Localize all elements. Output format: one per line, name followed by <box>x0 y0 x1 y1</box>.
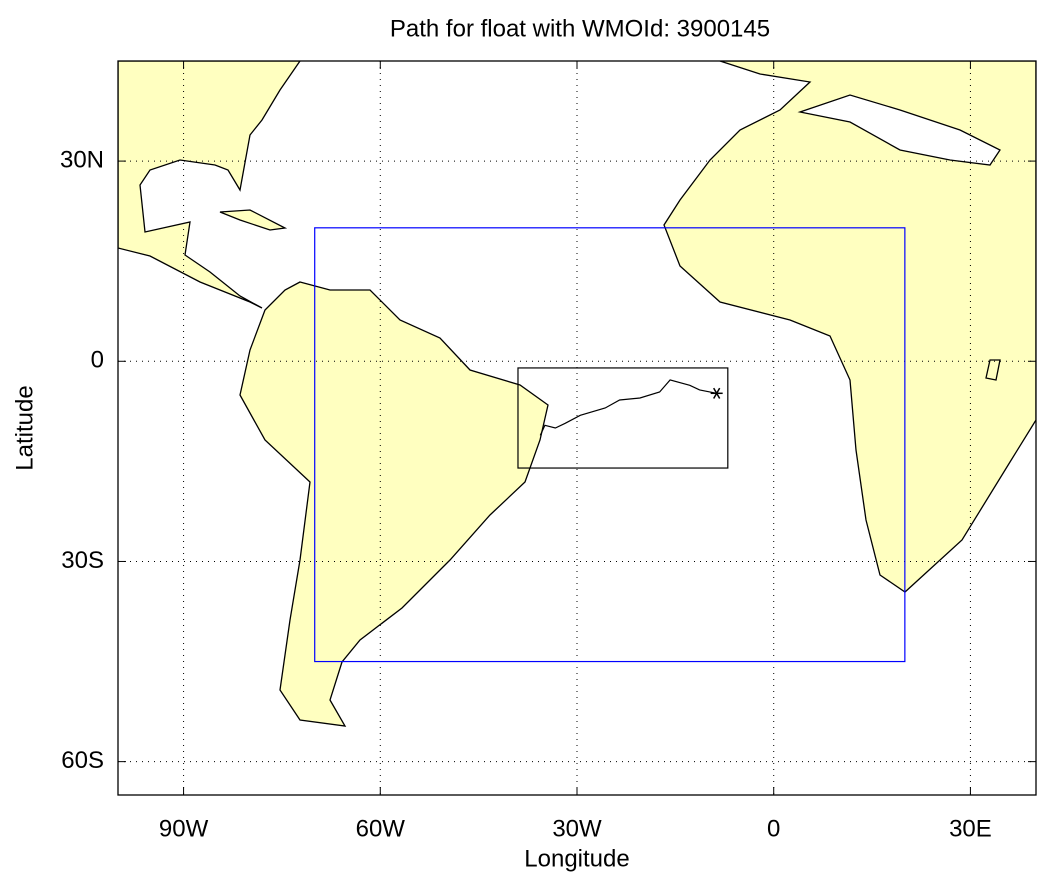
y-tick-label: 60S <box>61 747 104 774</box>
x-tick-label: 0 <box>767 815 780 842</box>
madagascar <box>985 359 1001 381</box>
mediterranean <box>797 94 1001 166</box>
y-tick-label: 0 <box>91 347 104 374</box>
y-tick-label: 30N <box>60 146 104 173</box>
africa-europe <box>663 61 1036 593</box>
x-axis-label: Longitude <box>524 845 629 872</box>
chart-title: Path for float with WMOId: 3900145 <box>390 15 770 42</box>
x-tick-label: 30E <box>949 815 992 842</box>
start-marker-stroke <box>713 387 721 399</box>
region-box <box>517 367 729 469</box>
start-marker <box>710 387 723 399</box>
x-tick-label: 60W <box>356 815 406 842</box>
cuba <box>219 209 288 231</box>
south-america <box>239 281 549 727</box>
land <box>118 61 1036 727</box>
x-tick-label: 30W <box>552 815 602 842</box>
float-track <box>539 379 717 436</box>
y-tick-label: 30S <box>61 547 104 574</box>
x-tick-label: 90W <box>159 815 209 842</box>
region-box <box>314 227 906 663</box>
y-axis-label: Latitude <box>11 385 38 470</box>
north-america <box>118 61 301 309</box>
